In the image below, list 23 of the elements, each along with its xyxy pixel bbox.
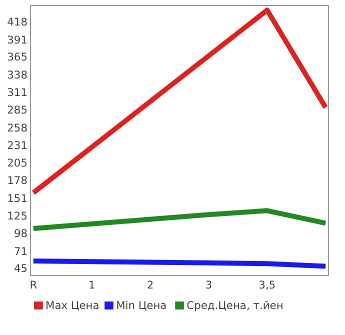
y-tick-label: 45 (14, 262, 28, 276)
x-tick-label: 1 (88, 278, 96, 292)
x-tick-label: 3,5 (258, 278, 276, 292)
y-tick-label: 418 (7, 15, 28, 28)
legend-label: Сред.Цена, т.йен (186, 299, 284, 312)
y-tick-label: 338 (7, 68, 28, 82)
x-tick-label: 2 (146, 278, 154, 292)
y-tick-label: 71 (14, 245, 28, 258)
y-tick-label: 285 (7, 103, 28, 116)
x-tick-label: 3 (205, 278, 212, 292)
y-tick-label: 151 (7, 192, 28, 206)
legend-label: Min Цена (116, 299, 167, 312)
y-tick-label: 178 (7, 174, 28, 188)
y-tick-label: 205 (7, 156, 28, 170)
y-tick-label: 391 (7, 33, 28, 46)
y-tick-label: 231 (7, 139, 28, 152)
y-tick-label: 125 (7, 209, 28, 222)
y-tick-label: 365 (7, 50, 28, 64)
y-tick-label: 258 (7, 121, 28, 134)
legend-label: Max Цена (46, 299, 100, 312)
y-tick-label: 98 (14, 227, 28, 240)
y-tick-label: 311 (7, 86, 28, 100)
x-tick-label: R (30, 278, 38, 292)
